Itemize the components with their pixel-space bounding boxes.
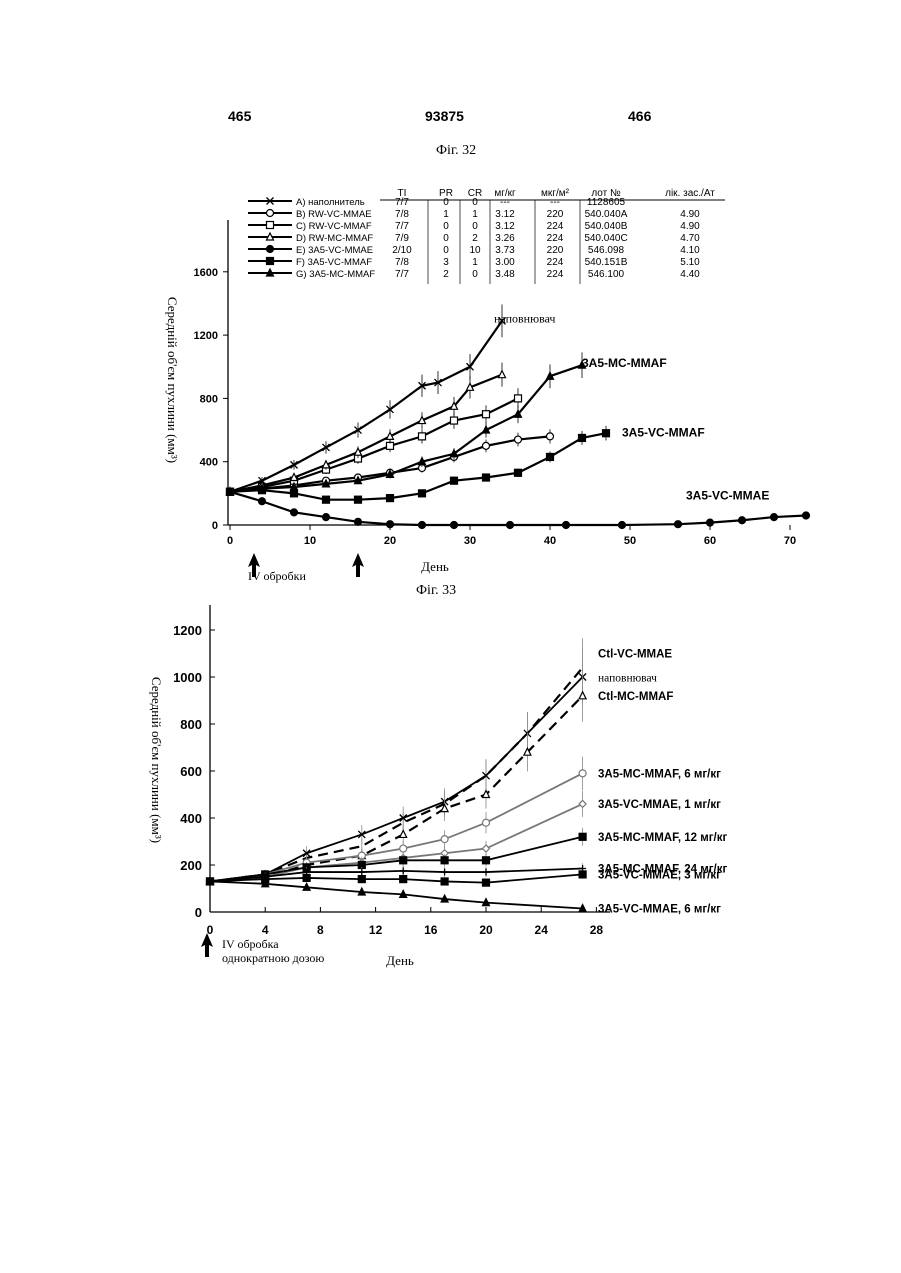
data-point <box>441 878 448 885</box>
data-point <box>483 819 490 826</box>
x-tick-label: 12 <box>369 923 383 937</box>
series-label: 3A5-MC-MMAF, 6 мг/кг <box>598 768 721 780</box>
data-point <box>303 874 310 881</box>
data-point <box>400 845 407 852</box>
series-2 <box>207 670 587 885</box>
data-point <box>358 876 365 883</box>
y-tick-label: 1200 <box>173 623 202 638</box>
data-point <box>483 869 490 876</box>
y-tick-label: 200 <box>180 858 202 873</box>
x-axis-label: День <box>386 953 414 968</box>
x-tick-label: 28 <box>590 923 604 937</box>
x-tick-label: 16 <box>424 923 438 937</box>
y-tick-label: 0 <box>195 905 202 920</box>
data-point <box>400 867 407 874</box>
series-label: наповнювач <box>598 672 657 684</box>
data-point <box>483 857 490 864</box>
series-label: 3A5-VC-MMAE, 6 мг/кг <box>598 903 721 915</box>
figure-33-chart: 0200400600800100012000481216202428Середн… <box>0 0 901 1273</box>
data-point <box>400 876 407 883</box>
data-point <box>579 871 586 878</box>
x-tick-label: 4 <box>262 923 269 937</box>
dosing-note-line1: IV обробка <box>222 937 279 951</box>
series-label: 3A5-VC-MMAE, 1 мг/кг <box>598 799 721 811</box>
data-point <box>441 857 448 864</box>
data-point <box>579 692 586 699</box>
data-point <box>483 845 490 852</box>
series-8 <box>207 877 587 911</box>
series-label: 3A5-MC-MMAF, 12 мг/кг <box>598 832 727 844</box>
y-tick-label: 1000 <box>173 670 202 685</box>
x-tick-label: 24 <box>535 923 549 937</box>
series-0 <box>210 638 583 885</box>
data-point <box>483 879 490 886</box>
dosing-note-line2: однократною дозою <box>222 951 324 965</box>
data-point <box>441 836 448 843</box>
series-label: 3A5-VC-MMAE, 3 мг/кг <box>598 869 721 881</box>
series-line <box>210 696 583 882</box>
series-label: Ctl-MC-MMAF <box>598 691 673 703</box>
data-point <box>358 869 365 876</box>
y-tick-label: 600 <box>180 764 202 779</box>
data-point <box>400 857 407 864</box>
series-label: Ctl-VC-MMAE <box>598 649 672 661</box>
y-tick-label: 400 <box>180 811 202 826</box>
y-tick-label: 800 <box>180 717 202 732</box>
x-tick-label: 8 <box>317 923 324 937</box>
y-axis-label: Середній об'єм пухлини (мм³) <box>149 677 164 843</box>
data-point <box>400 830 407 837</box>
data-point <box>441 869 448 876</box>
data-point <box>579 800 586 807</box>
data-point <box>579 833 586 840</box>
data-point <box>579 770 586 777</box>
x-tick-label: 20 <box>479 923 493 937</box>
